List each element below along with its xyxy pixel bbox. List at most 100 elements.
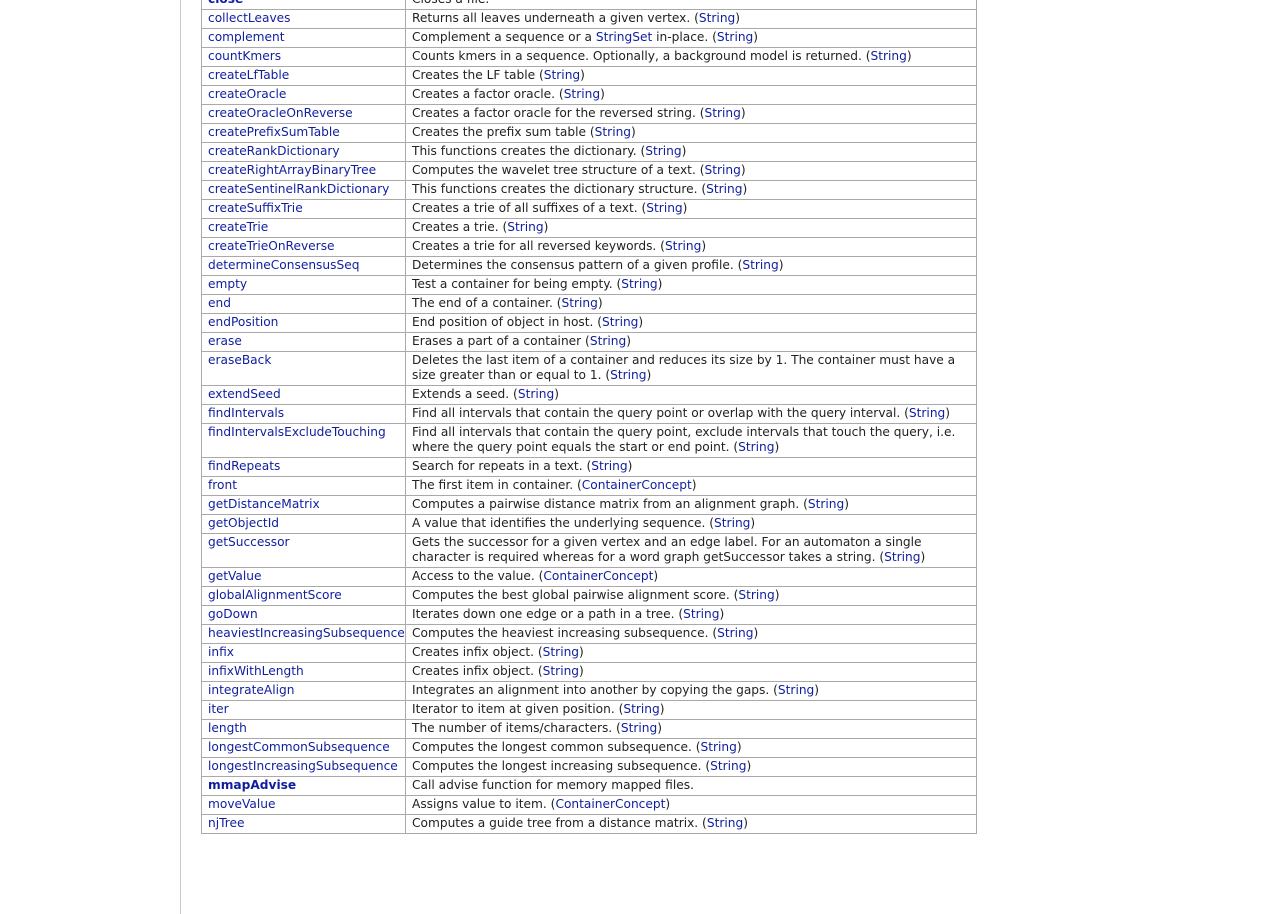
function-link[interactable]: getObjectId: [208, 516, 280, 530]
concept-link[interactable]: String: [870, 49, 907, 63]
function-link[interactable]: end: [208, 296, 231, 310]
function-description-cell: Computes the longest increasing subseque…: [405, 757, 977, 777]
concept-link[interactable]: String: [738, 440, 775, 454]
concept-link[interactable]: String: [589, 334, 627, 348]
concept-link[interactable]: ContainerConcept: [543, 569, 654, 583]
concept-link[interactable]: String: [884, 550, 921, 564]
concept-link[interactable]: String: [645, 144, 682, 158]
inline-type-link[interactable]: StringSet: [595, 30, 653, 44]
function-link[interactable]: complement: [208, 30, 285, 44]
function-link[interactable]: heaviestIncreasingSubsequence: [208, 626, 405, 640]
concept-link[interactable]: String: [646, 201, 683, 215]
concept-link[interactable]: String: [591, 459, 628, 473]
concept-link[interactable]: String: [594, 125, 632, 139]
function-name-cell: findRepeats: [201, 457, 406, 477]
function-row: countKmers Counts kmers in a sequence. Op…: [201, 47, 977, 67]
concept-link[interactable]: String: [908, 406, 946, 420]
concept-link[interactable]: String: [623, 702, 660, 716]
function-link[interactable]: createOracle: [208, 87, 287, 101]
concept-link[interactable]: String: [517, 387, 555, 401]
function-link[interactable]: goDown: [208, 607, 258, 621]
function-name-cell: eraseBack: [201, 351, 406, 386]
concept-link[interactable]: ContainerConcept: [555, 797, 666, 811]
function-link[interactable]: empty: [208, 277, 248, 291]
description-text: Computes the longest common subsequence.: [412, 740, 692, 754]
concept-link[interactable]: String: [543, 68, 581, 82]
function-description-cell: Search for repeats in a text. (String): [405, 457, 977, 477]
function-link[interactable]: iter: [208, 702, 229, 716]
concept-link[interactable]: String: [742, 258, 779, 272]
function-link[interactable]: createRankDictionary: [208, 144, 340, 158]
function-link[interactable]: moveValue: [208, 797, 276, 811]
concept-link[interactable]: ContainerConcept: [581, 478, 692, 492]
function-link[interactable]: integrateAlign: [208, 683, 295, 697]
concept-link[interactable]: String: [542, 645, 580, 659]
function-link[interactable]: longestIncreasingSubsequence: [208, 759, 398, 773]
function-link[interactable]: findIntervals: [208, 406, 285, 420]
function-link[interactable]: erase: [208, 334, 242, 348]
function-row: createRankDictionary This functions creat…: [201, 142, 977, 162]
function-link[interactable]: mmapAdvise: [208, 778, 297, 792]
concept-link[interactable]: String: [710, 759, 747, 773]
function-link[interactable]: createLfTable: [208, 68, 290, 82]
concept-link[interactable]: String: [706, 816, 744, 830]
description-text: Creates a trie.: [412, 220, 499, 234]
function-row: getSuccessor Gets the successor for a giv…: [201, 533, 977, 568]
concept-link[interactable]: String: [683, 607, 720, 621]
concept-link[interactable]: String: [706, 182, 743, 196]
function-link[interactable]: createSuffixTrie: [208, 201, 303, 215]
concept-link[interactable]: String: [704, 106, 741, 120]
concept-link[interactable]: String: [602, 315, 639, 329]
concept-link[interactable]: String: [620, 721, 658, 735]
function-link[interactable]: globalAlignmentScore: [208, 588, 342, 602]
function-link[interactable]: infix: [208, 645, 234, 659]
function-link[interactable]: endPosition: [208, 315, 279, 329]
concept-link[interactable]: String: [714, 516, 751, 530]
function-link[interactable]: createRightArrayBinaryTree: [208, 163, 377, 177]
concept-link[interactable]: String: [698, 11, 736, 25]
concept-link[interactable]: String: [621, 277, 658, 291]
function-link[interactable]: length: [208, 721, 247, 735]
function-link[interactable]: determineConsensusSeq: [208, 258, 360, 272]
concept-link[interactable]: String: [807, 497, 845, 511]
function-name-cell: createOracle: [201, 85, 406, 105]
function-link[interactable]: findIntervalsExcludeTouching: [208, 425, 386, 439]
concept-link[interactable]: String: [700, 740, 737, 754]
function-link[interactable]: close: [208, 0, 243, 6]
function-link[interactable]: getValue: [208, 569, 262, 583]
function-link[interactable]: getSuccessor: [208, 535, 290, 549]
description-text: Computes the heaviest increasing subsequ…: [412, 626, 709, 640]
concept-link[interactable]: String: [777, 683, 815, 697]
concept-link[interactable]: String: [563, 87, 601, 101]
concept-link[interactable]: String: [704, 163, 741, 177]
function-link[interactable]: getDistanceMatrix: [208, 497, 320, 511]
function-link[interactable]: findRepeats: [208, 459, 281, 473]
function-link[interactable]: longestCommonSubsequence: [208, 740, 390, 754]
function-link[interactable]: createOracleOnReverse: [208, 106, 353, 120]
concept-link[interactable]: String: [561, 296, 598, 310]
function-link[interactable]: eraseBack: [208, 353, 272, 367]
function-link[interactable]: createTrie: [208, 220, 269, 234]
function-row: collectLeaves Returns all leaves undernea…: [201, 9, 977, 29]
function-link[interactable]: infixWithLength: [208, 664, 304, 678]
function-link[interactable]: extendSeed: [208, 387, 281, 401]
function-link[interactable]: collectLeaves: [208, 11, 291, 25]
function-link[interactable]: front: [208, 478, 237, 492]
function-description-cell: Creates the LF table (String): [405, 66, 977, 86]
concept-link[interactable]: String: [716, 30, 754, 44]
concept-link[interactable]: String: [542, 664, 580, 678]
function-name-cell: createTrie: [201, 218, 406, 238]
function-link[interactable]: createSentinelRankDictionary: [208, 182, 390, 196]
function-link[interactable]: countKmers: [208, 49, 282, 63]
function-name-cell: front: [201, 476, 406, 496]
function-link[interactable]: njTree: [208, 816, 245, 830]
function-name-cell: getDistanceMatrix: [201, 495, 406, 515]
function-link[interactable]: createTrieOnReverse: [208, 239, 335, 253]
concept-link[interactable]: String: [507, 220, 544, 234]
function-description-cell: Computes a guide tree from a distance ma…: [405, 814, 977, 834]
function-link[interactable]: createPrefixSumTable: [208, 125, 340, 139]
concept-link[interactable]: String: [738, 588, 775, 602]
concept-link[interactable]: String: [664, 239, 702, 253]
concept-link[interactable]: String: [717, 626, 754, 640]
concept-link[interactable]: String: [610, 368, 647, 382]
